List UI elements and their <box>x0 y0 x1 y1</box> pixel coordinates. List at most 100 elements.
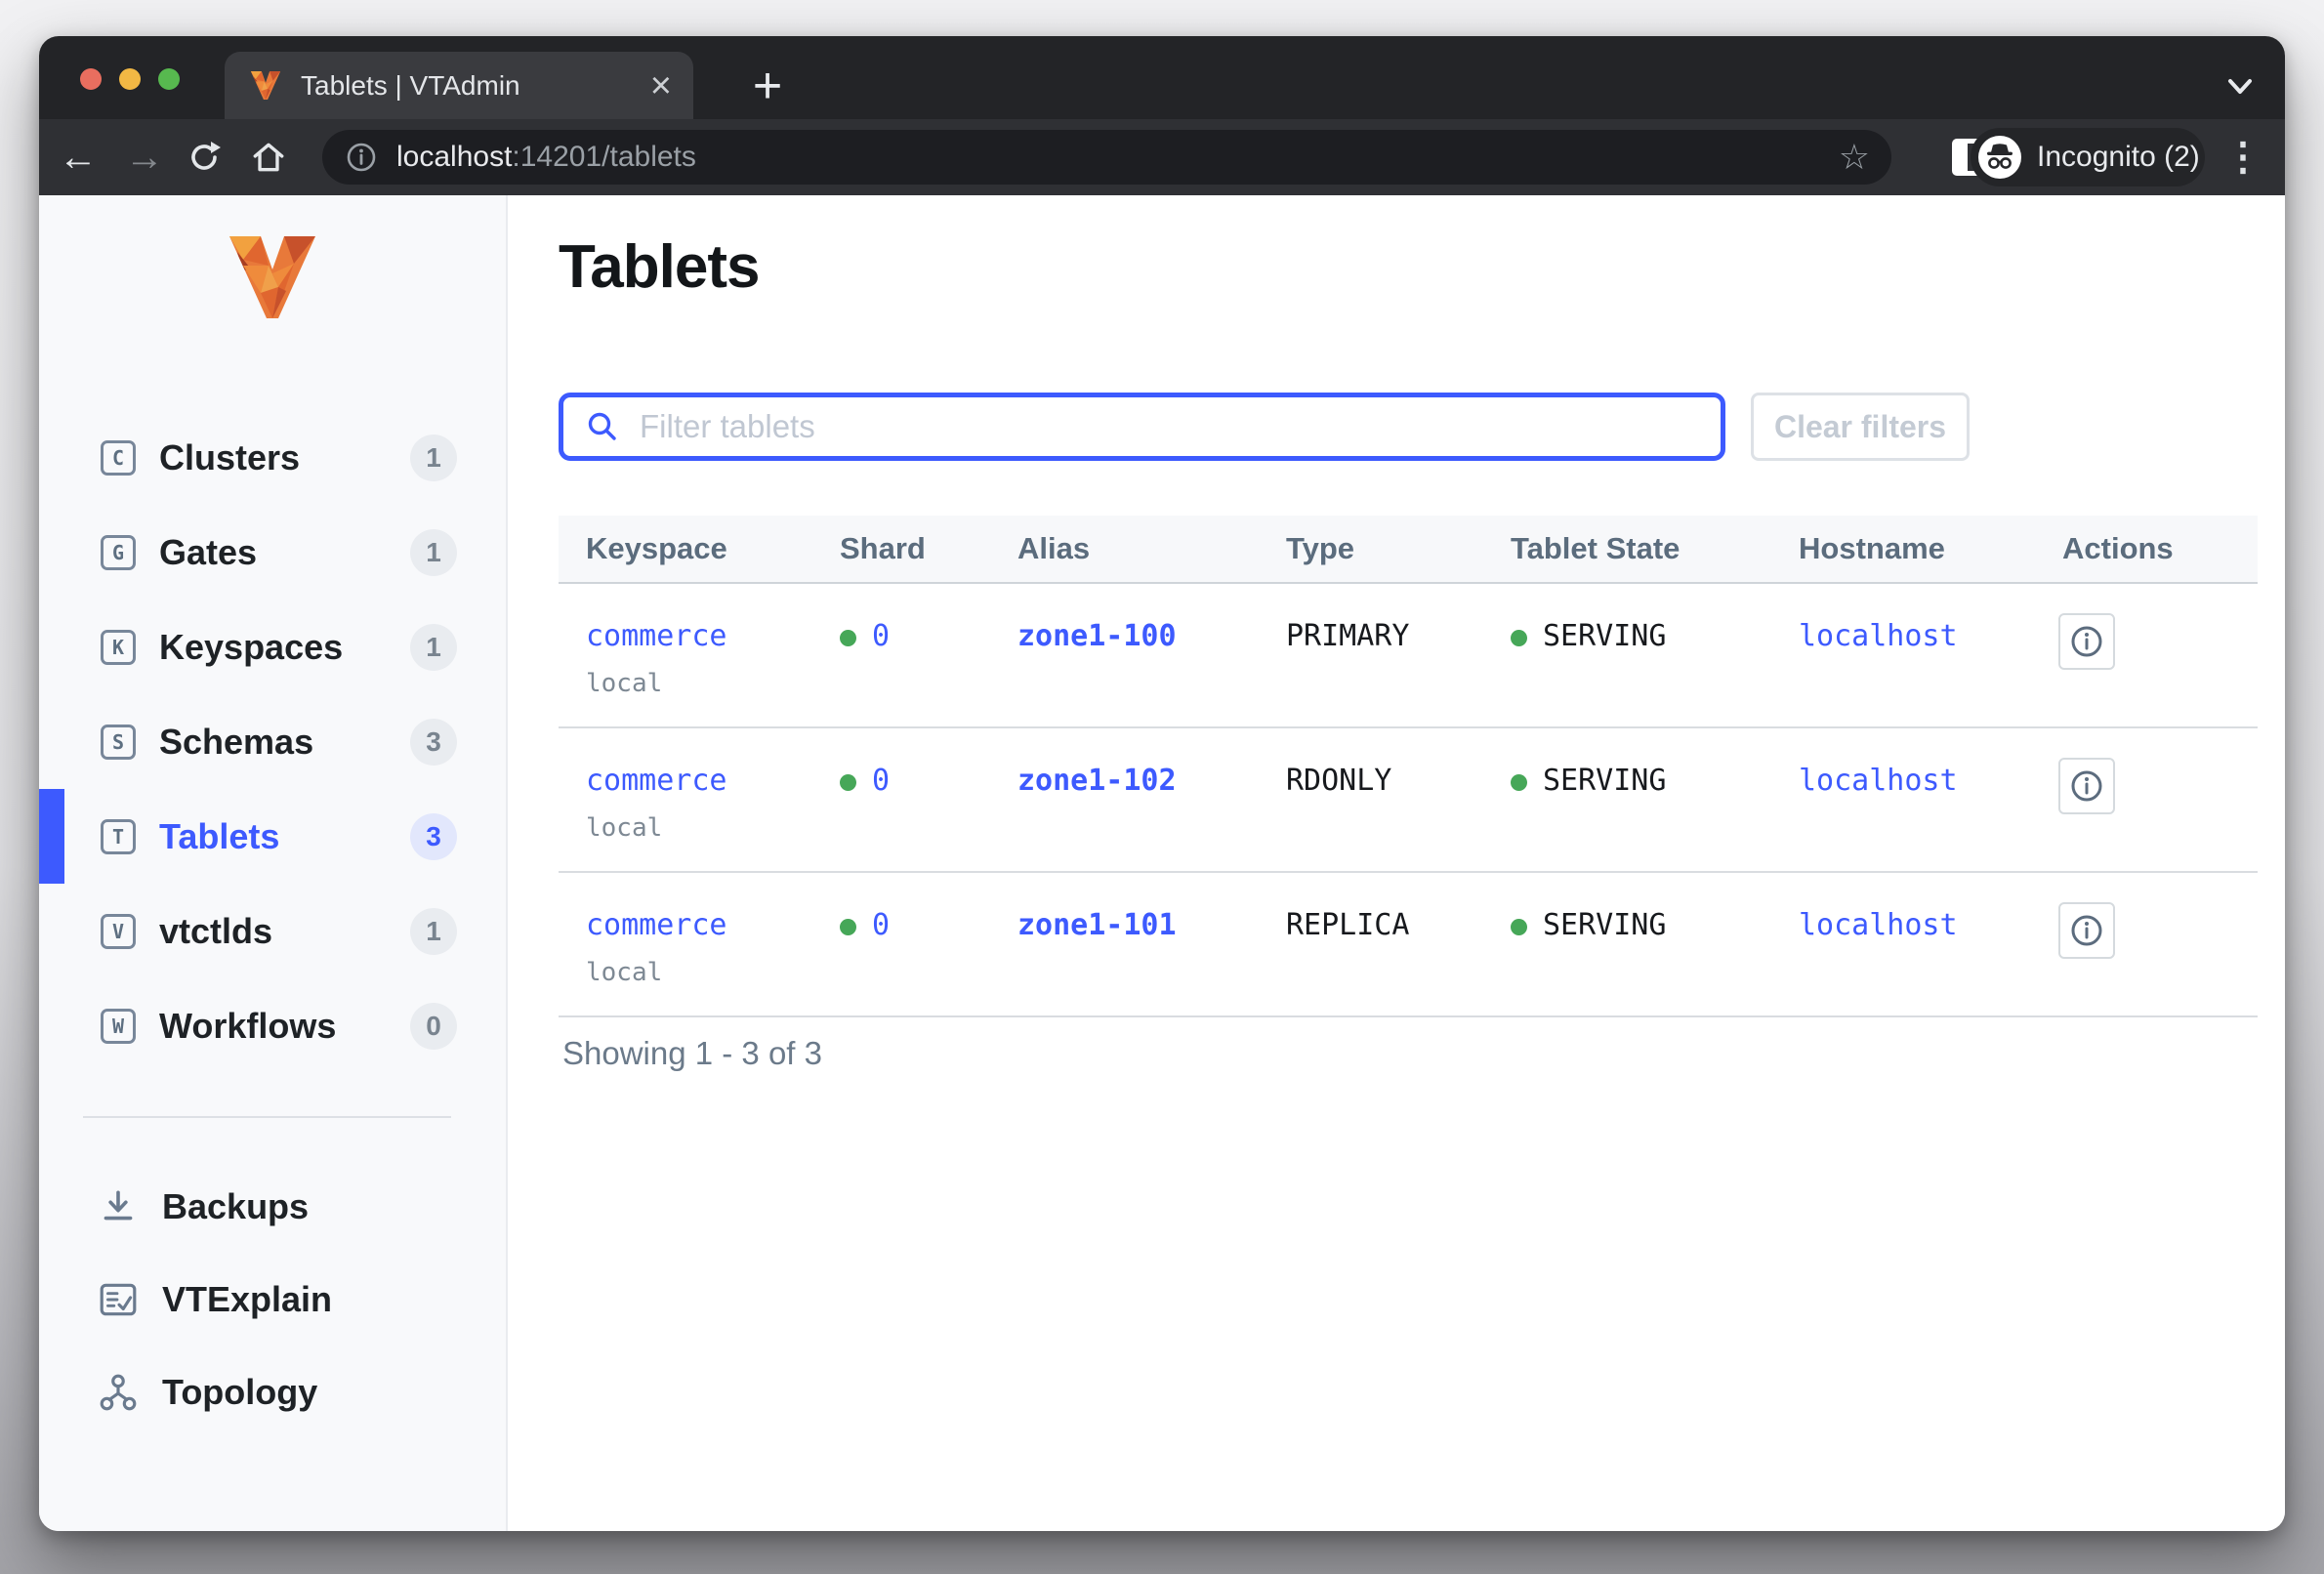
url-path: :14201/tablets <box>512 141 696 173</box>
hostname-cell: localhost <box>1771 873 2035 1015</box>
browser-window: Tablets | VTAdmin × + ← → <box>39 36 2285 1531</box>
shard-cell: 0 <box>812 873 990 1015</box>
bookmark-star-icon[interactable]: ☆ <box>1838 137 1870 177</box>
forward-button[interactable]: → <box>125 135 164 179</box>
info-icon <box>2071 626 2102 657</box>
window-controls <box>80 68 180 90</box>
state-cell: SERVING <box>1483 873 1771 1015</box>
count-badge: 1 <box>410 528 457 576</box>
shard-link[interactable]: 0 <box>872 764 891 798</box>
url-text: localhost:14201/tablets <box>396 141 696 174</box>
info-icon <box>2071 770 2102 802</box>
col-keyspace: Keyspace <box>586 531 727 565</box>
filter-row: Clear filters <box>559 393 1970 461</box>
state-cell: SERVING <box>1483 728 1771 871</box>
sidebar-item-vtexplain[interactable]: VTExplain <box>39 1253 506 1346</box>
schemas-icon: S <box>101 724 136 760</box>
hostname-link[interactable]: localhost <box>1799 619 1958 653</box>
sidebar-divider <box>83 1116 451 1118</box>
sidebar-item-vtctlds[interactable]: V vtctlds 1 <box>39 884 506 978</box>
type-cell: REPLICA <box>1286 908 1410 942</box>
browser-toolbar: ← → localhost:14201/tablets ☆ <box>39 119 2285 195</box>
sidebar-item-topology[interactable]: Topology <box>39 1346 506 1438</box>
sidebar-item-clusters[interactable]: C Clusters 1 <box>39 410 506 505</box>
browser-menu-icon[interactable]: ⋮ <box>2223 136 2262 179</box>
vitess-logo <box>228 236 317 318</box>
keyspaces-icon: K <box>101 629 136 665</box>
reload-button[interactable] <box>177 119 231 195</box>
shard-link[interactable]: 0 <box>872 619 891 653</box>
alias-link[interactable]: zone1-101 <box>1017 908 1177 942</box>
home-button[interactable] <box>241 119 296 195</box>
keyspace-cell: commerce local <box>559 728 812 871</box>
col-alias: Alias <box>1017 531 1091 565</box>
hostname-link[interactable]: localhost <box>1799 764 1958 798</box>
col-shard: Shard <box>840 531 926 565</box>
sidebar-item-backups[interactable]: Backups <box>39 1160 506 1253</box>
filter-search-box <box>559 393 1725 461</box>
topology-graph-icon <box>100 1374 137 1410</box>
info-icon <box>2071 915 2102 946</box>
tablets-table: Keyspace Shard Alias Type Tablet State H… <box>559 516 2258 1017</box>
vtctlds-icon: V <box>101 913 136 949</box>
alias-link[interactable]: zone1-100 <box>1017 619 1177 653</box>
count-badge: 3 <box>410 812 457 860</box>
tablet-info-button[interactable] <box>2058 758 2115 814</box>
clusters-icon: C <box>101 439 136 476</box>
back-button[interactable]: ← <box>59 135 98 179</box>
sidebar-item-keyspaces[interactable]: K Keyspaces 1 <box>39 600 506 694</box>
new-tab-button[interactable]: + <box>752 58 783 114</box>
close-window-button[interactable] <box>80 68 102 90</box>
sidebar-item-schemas[interactable]: S Schemas 3 <box>39 694 506 789</box>
alias-link[interactable]: zone1-102 <box>1017 764 1177 798</box>
sidebar-item-gates[interactable]: G Gates 1 <box>39 505 506 600</box>
reload-icon <box>191 142 221 170</box>
page-info-icon[interactable] <box>346 142 377 173</box>
shard-link[interactable]: 0 <box>872 908 891 942</box>
incognito-badge[interactable]: Incognito (2) <box>1971 128 2205 186</box>
hostname-cell: localhost <box>1771 728 2035 871</box>
actions-cell <box>2035 728 2258 871</box>
filter-tablets-input[interactable] <box>638 407 1699 446</box>
state-cell: SERVING <box>1483 584 1771 726</box>
keyspace-cell: commerce local <box>559 584 812 726</box>
sidebar-nav: C Clusters 1 G Gates 1 K Keyspaces 1 S S… <box>39 410 506 1073</box>
count-badge: 1 <box>410 623 457 671</box>
tablets-icon: T <box>101 818 136 854</box>
tablet-info-button[interactable] <box>2058 613 2115 670</box>
minimize-window-button[interactable] <box>119 68 141 90</box>
shard-cell: 0 <box>812 584 990 726</box>
browser-tab[interactable]: Tablets | VTAdmin × <box>225 52 693 119</box>
pagination-status: Showing 1 - 3 of 3 <box>562 1035 822 1071</box>
address-bar[interactable]: localhost:14201/tablets ☆ <box>322 130 1891 185</box>
sidebar-item-tablets[interactable]: T Tablets 3 <box>39 789 506 884</box>
count-badge: 0 <box>410 1002 457 1050</box>
table-row: commerce local 0 zone1-101 REPLICA SERVI… <box>559 873 2258 1017</box>
type-cell: PRIMARY <box>1286 619 1410 653</box>
gates-icon: G <box>101 534 136 570</box>
state-health-dot <box>1511 630 1527 646</box>
incognito-icon <box>1978 136 2021 179</box>
keyspace-link[interactable]: commerce <box>586 908 727 942</box>
sidebar-item-workflows[interactable]: W Workflows 0 <box>39 978 506 1073</box>
tablet-info-button[interactable] <box>2058 902 2115 959</box>
table-row: commerce local 0 zone1-102 RDONLY SERVIN… <box>559 728 2258 873</box>
tab-strip: Tablets | VTAdmin × + <box>39 36 2285 119</box>
tab-close-icon[interactable]: × <box>649 64 672 106</box>
zoom-window-button[interactable] <box>158 68 180 90</box>
cluster-name: local <box>586 669 663 698</box>
keyspace-link[interactable]: commerce <box>586 619 727 653</box>
keyspace-link[interactable]: commerce <box>586 764 727 798</box>
tab-search-chevron-icon[interactable] <box>2219 67 2262 106</box>
actions-cell <box>2035 584 2258 726</box>
vtexplain-checklist-icon <box>100 1283 137 1315</box>
shard-health-dot <box>840 774 856 791</box>
count-badge: 3 <box>410 718 457 766</box>
alias-cell: zone1-102 <box>990 728 1259 871</box>
col-type: Type <box>1286 531 1355 565</box>
hostname-link[interactable]: localhost <box>1799 908 1958 942</box>
clear-filters-button[interactable]: Clear filters <box>1751 393 1970 461</box>
state-health-dot <box>1511 919 1527 935</box>
state-value: SERVING <box>1543 619 1667 653</box>
home-icon <box>253 143 284 172</box>
